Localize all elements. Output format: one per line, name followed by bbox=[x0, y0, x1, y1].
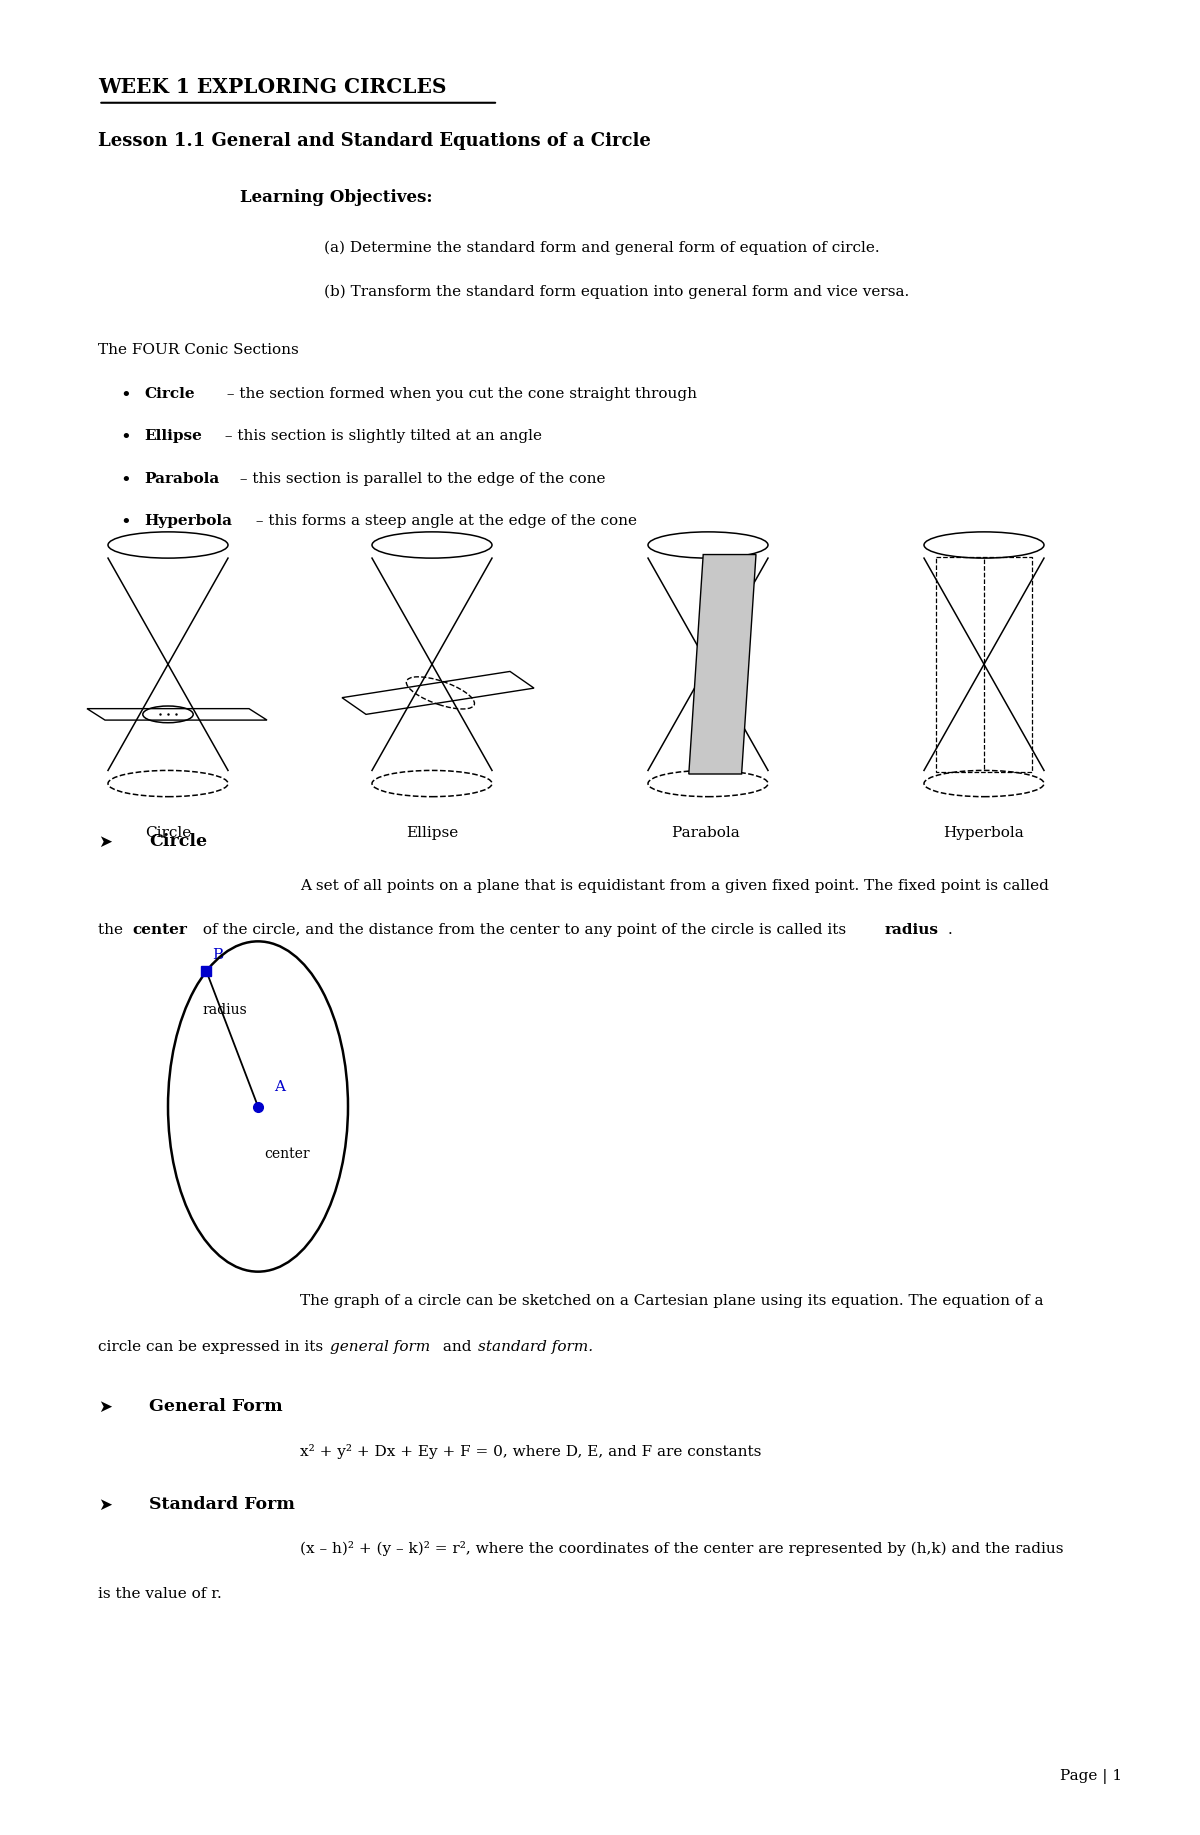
Text: B: B bbox=[212, 949, 223, 962]
Text: The FOUR Conic Sections: The FOUR Conic Sections bbox=[98, 343, 299, 358]
Text: radius: radius bbox=[202, 1004, 247, 1017]
Text: (x – h)² + (y – k)² = r², where the coordinates of the center are represented by: (x – h)² + (y – k)² = r², where the coor… bbox=[300, 1541, 1063, 1556]
Text: Learning Objectives:: Learning Objectives: bbox=[240, 189, 432, 206]
Text: General Form: General Form bbox=[149, 1398, 282, 1415]
Text: – this section is parallel to the edge of the cone: – this section is parallel to the edge o… bbox=[235, 472, 606, 486]
Text: (b) Transform the standard form equation into general form and vice versa.: (b) Transform the standard form equation… bbox=[324, 284, 910, 299]
Text: the: the bbox=[98, 923, 128, 938]
Text: •: • bbox=[120, 387, 131, 406]
Text: ➤: ➤ bbox=[98, 1496, 113, 1514]
Text: •: • bbox=[120, 472, 131, 490]
Text: radius: radius bbox=[884, 923, 938, 938]
Text: center: center bbox=[264, 1147, 310, 1162]
Text: ➤: ➤ bbox=[98, 833, 113, 851]
Text: •: • bbox=[120, 514, 131, 532]
Text: – this forms a steep angle at the edge of the cone: – this forms a steep angle at the edge o… bbox=[251, 514, 637, 528]
Text: standard form.: standard form. bbox=[478, 1340, 593, 1354]
Text: A: A bbox=[274, 1079, 284, 1094]
Text: .: . bbox=[948, 923, 953, 938]
Text: is the value of r.: is the value of r. bbox=[98, 1587, 222, 1602]
Text: Hyperbola: Hyperbola bbox=[943, 826, 1025, 840]
Text: WEEK 1 EXPLORING CIRCLES: WEEK 1 EXPLORING CIRCLES bbox=[98, 77, 446, 97]
Text: Circle: Circle bbox=[144, 387, 194, 402]
Text: Parabola: Parabola bbox=[144, 472, 220, 486]
Text: Standard Form: Standard Form bbox=[149, 1496, 295, 1512]
Text: The graph of a circle can be sketched on a Cartesian plane using its equation. T: The graph of a circle can be sketched on… bbox=[300, 1294, 1044, 1308]
Text: circle can be expressed in its: circle can be expressed in its bbox=[98, 1340, 329, 1354]
Text: Circle: Circle bbox=[145, 826, 191, 840]
Text: •: • bbox=[120, 429, 131, 448]
Text: and: and bbox=[438, 1340, 476, 1354]
Text: – the section formed when you cut the cone straight through: – the section formed when you cut the co… bbox=[222, 387, 697, 402]
Text: Ellipse: Ellipse bbox=[406, 826, 458, 840]
Text: center: center bbox=[132, 923, 187, 938]
Text: general form: general form bbox=[330, 1340, 431, 1354]
Polygon shape bbox=[689, 554, 756, 774]
Text: Ellipse: Ellipse bbox=[144, 429, 202, 444]
Text: Parabola: Parabola bbox=[672, 826, 744, 840]
Text: Circle: Circle bbox=[149, 833, 206, 850]
Text: x² + y² + Dx + Ey + F = 0, where D, E, and F are constants: x² + y² + Dx + Ey + F = 0, where D, E, a… bbox=[300, 1444, 761, 1459]
Text: (a) Determine the standard form and general form of equation of circle.: (a) Determine the standard form and gene… bbox=[324, 240, 880, 255]
Text: Hyperbola: Hyperbola bbox=[144, 514, 232, 528]
Text: Lesson 1.1 General and Standard Equations of a Circle: Lesson 1.1 General and Standard Equation… bbox=[98, 132, 652, 150]
Text: – this section is slightly tilted at an angle: – this section is slightly tilted at an … bbox=[220, 429, 541, 444]
Text: Page | 1: Page | 1 bbox=[1060, 1769, 1122, 1784]
Text: A set of all points on a plane that is equidistant from a given fixed point. The: A set of all points on a plane that is e… bbox=[300, 879, 1049, 894]
Text: ➤: ➤ bbox=[98, 1398, 113, 1417]
Text: of the circle, and the distance from the center to any point of the circle is ca: of the circle, and the distance from the… bbox=[198, 923, 851, 938]
